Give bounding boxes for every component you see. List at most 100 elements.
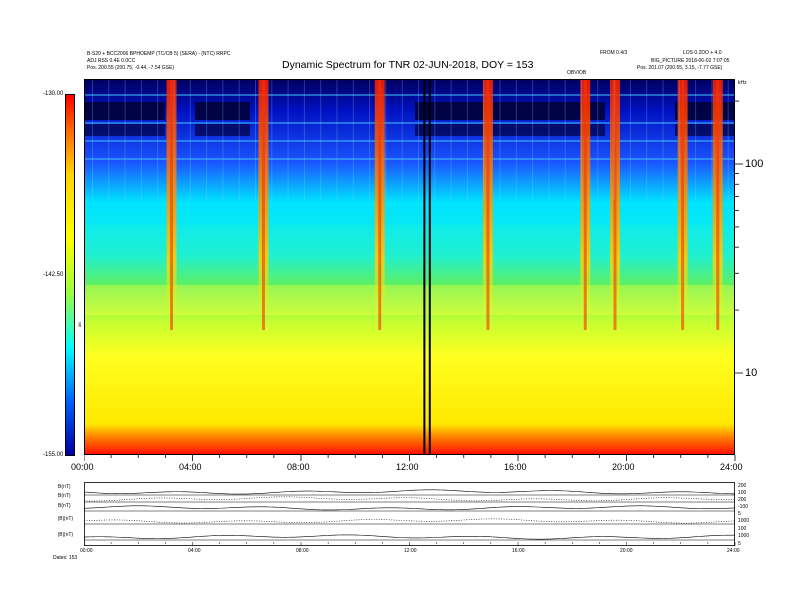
dark-band-1	[195, 102, 250, 120]
streak-16	[352, 80, 354, 200]
streak-30	[581, 80, 582, 200]
header-right-info0: FROM 0.4/3	[600, 50, 628, 56]
streak-10	[255, 80, 256, 200]
streak-7	[206, 80, 208, 200]
panel-right-2a: 200	[738, 497, 747, 503]
streak-19	[401, 80, 403, 200]
stripe-2	[85, 140, 734, 142]
streak-9	[238, 80, 240, 200]
streak-21	[434, 80, 436, 200]
cyan-belt	[85, 205, 734, 225]
streak-18	[385, 80, 387, 200]
radio-burst-core-0	[170, 80, 174, 330]
panel-time-5: 20:00	[620, 548, 633, 554]
dark-band-lower-1	[195, 124, 250, 136]
time-tick-2: 08:00	[287, 462, 310, 472]
radio-burst-core-1	[261, 80, 265, 330]
streak-29	[564, 80, 566, 200]
panel-label-3: B(nT)	[58, 503, 71, 509]
radio-burst-core-2	[378, 80, 382, 330]
data-gap-line-1	[428, 80, 431, 454]
panel-label-1: B(nT)	[58, 484, 71, 490]
chart-title: Dynamic Spectrum for TNR 02-JUN-2018, DO…	[282, 59, 534, 71]
panel-right-6a: 5	[738, 541, 741, 547]
radio-burst-core-5	[613, 80, 617, 330]
header-right-info2: BIG_PICTURE 2018-06-02 7:07:05	[651, 58, 730, 64]
streak-8	[222, 80, 224, 200]
right-frequency-axis	[735, 100, 743, 374]
streak-0	[92, 80, 93, 200]
streak-37	[695, 80, 697, 200]
dark-band-0	[85, 102, 165, 120]
panel-time-4: 16:00	[512, 548, 525, 554]
streak-35	[662, 80, 664, 200]
streak-5	[173, 80, 175, 200]
streak-25	[499, 80, 501, 200]
panel-time-0: 00:00	[80, 548, 93, 554]
panel-time-1: 04:00	[188, 548, 201, 554]
freq-tick-100: 100	[745, 158, 764, 170]
colorbar-tick-mid: -142.50	[43, 272, 64, 278]
panel-label-2: B(nT)	[58, 493, 71, 499]
data-gap-line-0	[423, 80, 426, 454]
colorbar-tick-bottom: -155.00	[43, 452, 64, 458]
spectrum-background	[85, 80, 734, 454]
streak-17	[369, 80, 371, 200]
streak-15	[336, 80, 338, 200]
header-right-info1: LOS 0.2DO + 4.0	[683, 50, 722, 56]
streak-20	[418, 80, 419, 200]
time-tick-4: 16:00	[504, 462, 527, 472]
freq-tick-10: 10	[745, 367, 758, 379]
right-axis-unit: kHz	[738, 80, 747, 86]
streak-3	[140, 80, 142, 200]
marker-label: OBVIOB	[567, 70, 587, 76]
streak-33	[629, 80, 631, 200]
time-tick-3: 12:00	[396, 462, 419, 472]
magnetometer-trace-0	[84, 489, 736, 495]
streak-36	[678, 80, 680, 200]
radio-burst-core-6	[681, 80, 685, 330]
streak-31	[597, 80, 599, 200]
header-position-right: Pos. 201.07 (200.55, 3.15, -7.77 GSE)	[637, 65, 723, 71]
yellow-band	[85, 285, 734, 315]
magnetometer-trace-1	[84, 496, 736, 502]
streak-4	[157, 80, 159, 200]
time-tick-5: 20:00	[612, 462, 635, 472]
streak-39	[727, 80, 729, 200]
dark-band-lower-0	[85, 124, 165, 136]
radio-burst-core-4	[583, 80, 587, 330]
panel-label-5: |B|(nT)	[58, 532, 74, 538]
magnetometer-panels	[84, 482, 736, 547]
panel-right-5a: 1000	[738, 533, 750, 539]
panel-right-1a: 200	[738, 483, 747, 489]
time-tick-6: 24:00	[720, 462, 743, 472]
header-info-line1: B-S20 + BCC2006 BPHOEMP (TC/CB 5) (SERA)…	[87, 51, 231, 57]
panel-time-3: 12:00	[404, 548, 417, 554]
time-axis	[84, 455, 736, 461]
panel-right-1b: 100	[738, 490, 747, 496]
streak-11	[271, 80, 273, 200]
streak-6	[189, 80, 191, 200]
stripe-0	[85, 94, 734, 96]
radio-burst-core-7	[716, 80, 720, 330]
streak-23	[466, 80, 468, 200]
panel-footer-label: Dates: 153	[53, 555, 78, 561]
panel-right-4b: 100	[738, 526, 747, 532]
panel-right-4a: 1000	[738, 518, 750, 524]
streak-26	[515, 80, 517, 200]
streak-13	[303, 80, 305, 200]
stripe-1	[85, 122, 734, 124]
streak-2	[124, 80, 126, 200]
streak-22	[450, 80, 452, 200]
streak-28	[548, 80, 550, 200]
panel-time-2: 08:00	[296, 548, 309, 554]
magnetometer-trace-2	[84, 505, 736, 511]
colorbar-unit: dB	[76, 322, 82, 327]
streak-24	[483, 80, 485, 200]
colorbar-tick-top: -130.00	[43, 91, 64, 97]
panel-label-4: |B|(nT)	[58, 516, 74, 522]
streak-1	[108, 80, 110, 200]
radio-burst-core-3	[486, 80, 490, 330]
panel-right-3a: 5	[738, 511, 741, 517]
dynamic-spectrum	[84, 79, 735, 455]
